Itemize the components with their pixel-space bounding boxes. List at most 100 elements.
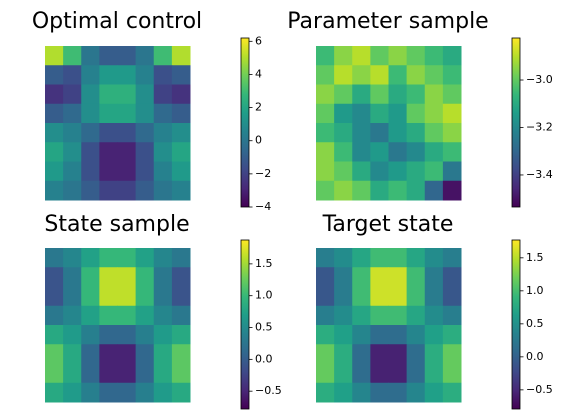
heatmap-cell [171, 363, 191, 384]
heatmap-cell [45, 344, 64, 364]
heatmap-cell [388, 325, 408, 345]
heatmap-cell [171, 123, 191, 143]
heatmap-cell [442, 248, 462, 268]
heatmap-cell [117, 46, 137, 66]
heatmap-cell [171, 248, 191, 268]
panel-title: Parameter sample [287, 9, 488, 34]
heatmap-cell [442, 180, 462, 201]
heatmap-cell [424, 286, 444, 307]
heatmap-cell [135, 382, 155, 403]
heatmap-cell [171, 46, 191, 66]
heatmap-cell [370, 344, 389, 364]
heatmap-cell [370, 142, 389, 162]
heatmap-cell [370, 325, 389, 345]
heatmap-cell [45, 382, 64, 403]
heatmap-cell [99, 123, 118, 143]
heatmap-cell [334, 286, 353, 307]
heatmap-cell [316, 103, 335, 124]
heatmap-cell [406, 305, 426, 326]
colorbar-tick-label: −0.5 [255, 384, 282, 397]
heatmap-cell [81, 46, 100, 66]
heatmap-cell [99, 325, 118, 345]
heatmap-cell [81, 65, 100, 85]
panel-title: Optimal control [32, 9, 202, 34]
heatmap-cell [99, 382, 118, 403]
heatmap-cell [406, 46, 426, 66]
heatmap-cell [334, 84, 353, 105]
heatmap-cell [153, 286, 173, 307]
heatmap-cell [81, 248, 100, 268]
heatmap-cell [388, 363, 408, 384]
heatmap-cell [153, 65, 173, 85]
heatmap-cell [424, 325, 444, 345]
heatmap-cell [45, 267, 64, 287]
heatmap-cell [388, 161, 408, 182]
heatmap-cell [388, 46, 408, 66]
heatmap-cell [370, 286, 389, 307]
heatmap-cell [117, 142, 137, 162]
heatmap-cell [442, 84, 462, 105]
colorbar [240, 239, 250, 410]
heatmap-cell [352, 161, 371, 182]
heatmap-cell [370, 103, 389, 124]
heatmap-cell [117, 286, 137, 307]
heatmap-cell [135, 103, 155, 124]
heatmap-cell [63, 65, 82, 85]
heatmap-cell [370, 305, 389, 326]
heatmap-cell [117, 103, 137, 124]
heatmap-cell [153, 161, 173, 182]
heatmap-cell [334, 65, 353, 85]
heatmap-cell [388, 180, 408, 201]
heatmap-cell [117, 267, 137, 287]
heatmap-cell [99, 84, 118, 105]
heatmap-cell [388, 142, 408, 162]
heatmap-cell [352, 286, 371, 307]
heatmap-cell [171, 325, 191, 345]
heatmap-cell [135, 305, 155, 326]
heatmap-cell [334, 344, 353, 364]
heatmap-cell [135, 180, 155, 201]
heatmap-cell [45, 325, 64, 345]
heatmap-cell [63, 325, 82, 345]
heatmap-cell [388, 267, 408, 287]
heatmap-cell [135, 286, 155, 307]
heatmap-cell [135, 248, 155, 268]
heatmap-cell [171, 382, 191, 403]
heatmap-cell [352, 142, 371, 162]
heatmap-cell [424, 344, 444, 364]
heatmap-cell [334, 382, 353, 403]
heatmap-cell [63, 46, 82, 66]
heatmap-cell [135, 161, 155, 182]
heatmap-cell [388, 123, 408, 143]
heatmap-cell [424, 84, 444, 105]
heatmap-cell [370, 161, 389, 182]
heatmap-cell [442, 46, 462, 66]
heatmap-cell [135, 363, 155, 384]
heatmap-cell [117, 305, 137, 326]
heatmap-cell [117, 248, 137, 268]
colorbar-tick-label: 1.0 [255, 289, 273, 302]
heatmap-cell [135, 325, 155, 345]
heatmap-cell [388, 248, 408, 268]
heatmap-cell [63, 267, 82, 287]
heatmap-cell [352, 123, 371, 143]
heatmap-cell [171, 305, 191, 326]
heatmap-cell [81, 344, 100, 364]
heatmap-cell [352, 65, 371, 85]
heatmap-cell [171, 142, 191, 162]
heatmap-cell [442, 344, 462, 364]
heatmap-cell [424, 305, 444, 326]
colorbar-tick-label: 6 [255, 34, 262, 47]
heatmap-cell [153, 344, 173, 364]
heatmap-cell [99, 46, 118, 66]
heatmap-cell [406, 142, 426, 162]
heatmap-cell [117, 65, 137, 85]
heatmap-cell [45, 305, 64, 326]
colorbar-tick-label: 0 [255, 134, 262, 147]
heatmap-cell [171, 267, 191, 287]
heatmap-cell [117, 325, 137, 345]
heatmap-cell [153, 248, 173, 268]
heatmap-cell [153, 267, 173, 287]
colorbar-tick-label: −3.0 [526, 73, 553, 86]
